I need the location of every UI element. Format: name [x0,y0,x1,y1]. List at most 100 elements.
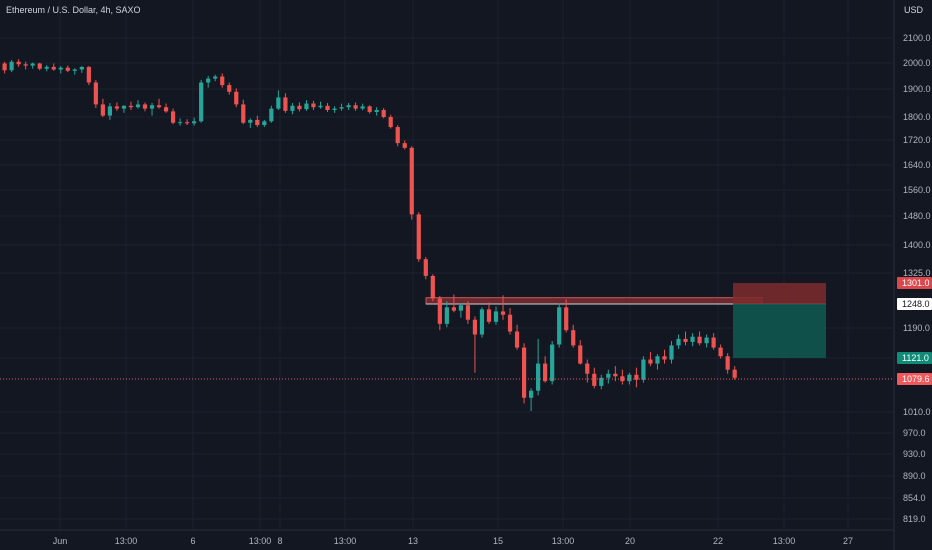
grid-lines [0,0,895,550]
price-tag-label-entry: 1248.0 [902,299,930,309]
candle-body [402,143,407,148]
candle-body [339,107,344,109]
candle-body [107,106,112,116]
candle-body [444,307,449,324]
candle-body [65,67,70,71]
candle-body [381,110,386,117]
price-tick-label: 890.0 [903,471,926,481]
candle-body [213,76,218,79]
price-tick-label: 1900.0 [903,84,931,94]
candle-body [142,104,148,109]
candle-body [114,106,120,109]
time-tick-label: 27 [843,536,853,546]
time-tick-label: 13 [408,536,418,546]
price-tick-label: 1640.0 [903,160,931,170]
candle-body [318,105,323,108]
candles [2,59,737,412]
candle-body [648,359,653,364]
chart-title: Ethereum / U.S. Dollar, 4h, SAXO [6,5,141,15]
candle-body [128,105,134,108]
candle-body [458,305,463,311]
price-tick-label: 1480.0 [903,211,931,221]
candle-body [571,330,576,346]
candle-body [192,121,197,124]
candle-body [100,104,105,116]
resistance-zone [425,297,763,305]
candle-body [30,63,35,66]
candle-body [493,311,499,322]
price-tag-target [897,352,932,364]
candle-body [178,122,183,124]
time-tick-label: 13:00 [773,536,796,546]
candle-body [283,97,288,111]
stop-loss-zone [733,283,826,304]
candle-body [550,344,555,382]
candle-body [451,307,456,311]
candle-body [725,356,730,370]
candle-body [697,336,702,344]
candle-body [676,338,681,346]
candle-body [185,122,190,124]
price-tag-stop [897,277,932,289]
candle-body [543,363,548,382]
price-tick-label: 1400.0 [903,240,931,250]
candle-body [479,309,485,335]
candle-body [704,337,709,344]
candle-body [269,108,274,122]
time-tick-label: 8 [277,536,282,546]
candle-body [346,105,351,108]
candle-body [409,147,414,215]
candle-body [669,345,674,360]
candle-body [248,119,253,123]
candle-body [557,307,562,345]
candle-body [297,105,302,110]
price-tick-label: 854.0 [903,493,926,503]
candle-body [367,106,372,112]
candle-body [472,319,478,335]
candle-body [514,331,520,348]
candle-body [51,66,56,70]
candle-body [718,347,723,357]
price-tick-label: 2100.0 [903,33,931,43]
candle-body [149,105,155,109]
candle-body [711,337,716,348]
time-tick-label: Jun [53,536,68,546]
price-tag-label-stop: 1301.0 [902,278,930,288]
candle-body [199,82,204,122]
candle-body [423,259,428,276]
candle-body [72,69,77,71]
price-axis[interactable]: 2100.0 2000.0 1900.0 1800.0 1720.0 1640.0 1560… [897,33,932,524]
price-tag-label-current: 1079.6 [902,374,930,384]
candle-body [121,105,127,109]
time-tick-label: 13:00 [115,536,138,546]
candle-body [156,105,162,108]
candle-body [332,108,337,110]
candle-body [395,127,400,144]
candle-body [578,345,583,364]
candle-body [241,104,246,123]
candle-body [227,85,232,92]
candle-body [521,347,527,398]
candle-body [564,307,569,331]
candle-body [311,103,316,108]
candle-body [2,63,7,71]
candle-body [255,119,260,126]
candle-body [206,78,211,83]
candle-body [437,298,442,324]
candle-body [592,373,597,386]
candle-body [641,359,646,380]
candle-body [620,376,625,382]
time-axis[interactable]: Jun 13:00 6 13:00 8 13:00 13 15 13:00 20 22 13:00 27 [53,536,853,546]
zones [425,283,826,358]
price-tick-label: 1800.0 [903,112,931,122]
price-tick-label: 2000.0 [903,58,931,68]
candle-body [9,61,14,71]
candle-body [276,97,281,109]
time-tick-label: 6 [190,536,195,546]
candle-body [732,369,737,378]
candle-body [374,110,379,112]
time-tick-label: 13:00 [249,536,272,546]
candle-body [416,214,421,260]
candle-body [262,121,267,126]
